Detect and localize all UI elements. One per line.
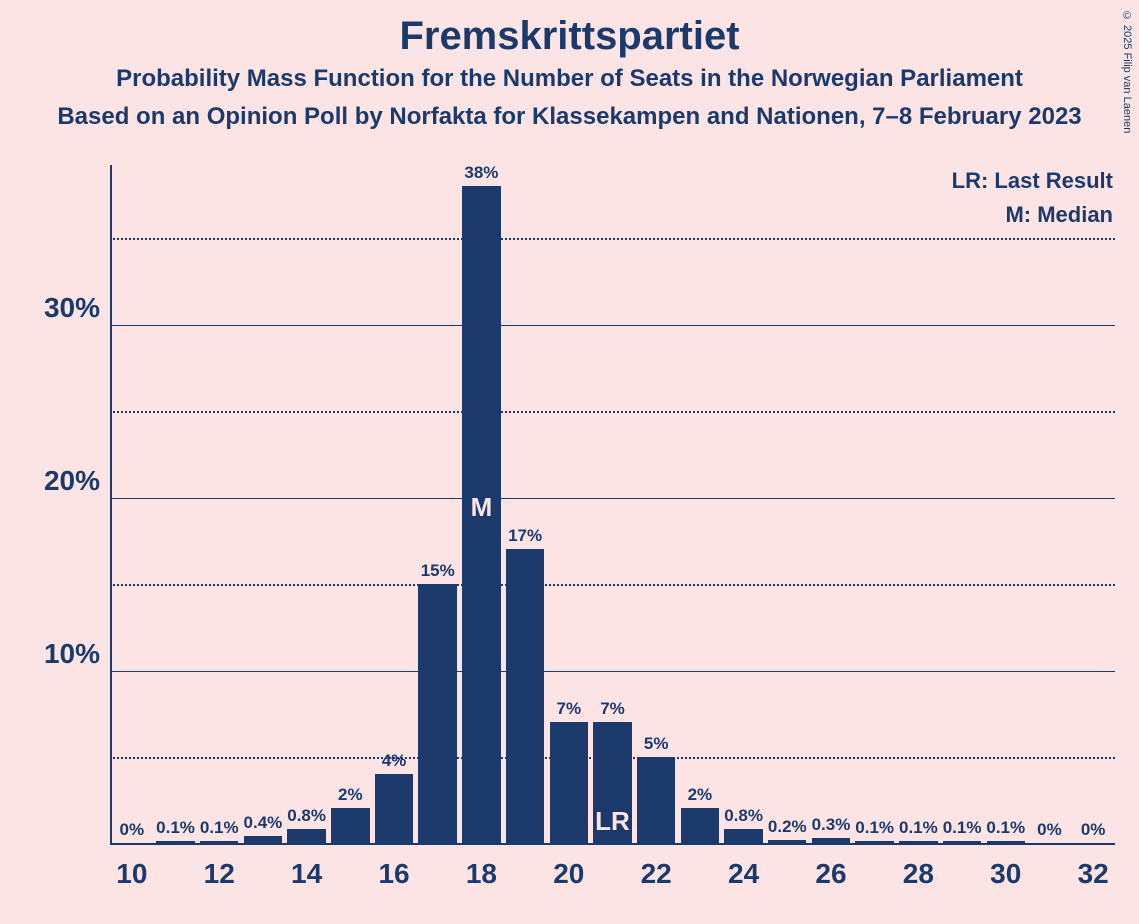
x-axis-label: 14 — [291, 858, 322, 890]
bar-value-label: 0.1% — [855, 818, 894, 838]
bar-value-label: 0.1% — [986, 818, 1025, 838]
bar-value-label: 0% — [1081, 820, 1106, 840]
x-axis-label: 10 — [116, 858, 147, 890]
bar-value-label: 0% — [120, 820, 145, 840]
bar — [681, 808, 719, 843]
median-marker: M — [471, 492, 493, 523]
bar-value-label: 7% — [557, 699, 582, 719]
bar — [637, 757, 675, 844]
chart-title: Fremskrittspartiet — [0, 0, 1139, 59]
chart-subtitle-2: Based on an Opinion Poll by Norfakta for… — [0, 93, 1139, 131]
y-axis — [110, 165, 112, 845]
copyright-text: © 2025 Filip van Laenen — [1121, 10, 1133, 133]
bar-value-label: 7% — [600, 699, 625, 719]
x-axis-label: 30 — [990, 858, 1021, 890]
bar — [899, 841, 937, 843]
bar — [506, 549, 544, 843]
bar-value-label: 0.2% — [768, 817, 807, 837]
gridline-minor — [110, 584, 1115, 586]
bar-value-label: 15% — [421, 561, 455, 581]
y-axis-label: 10% — [25, 638, 100, 670]
bar-value-label: 4% — [382, 751, 407, 771]
y-axis-label: 30% — [25, 292, 100, 324]
bar — [855, 841, 893, 843]
bar-value-label: 0.1% — [943, 818, 982, 838]
x-axis-label: 20 — [553, 858, 584, 890]
x-axis-label: 24 — [728, 858, 759, 890]
gridline-major — [110, 671, 1115, 672]
bar-value-label: 0.1% — [899, 818, 938, 838]
bar-value-label: 0.4% — [244, 813, 283, 833]
gridline-major — [110, 498, 1115, 499]
bar-value-label: 0.8% — [287, 806, 326, 826]
bar-value-label: 2% — [688, 785, 713, 805]
x-axis-label: 22 — [641, 858, 672, 890]
bar-chart: 10%20%30%0%100.1%0.1%120.4%0.8%142%4%161… — [110, 165, 1115, 845]
x-axis-label: 28 — [903, 858, 934, 890]
bar — [375, 774, 413, 843]
x-axis-label: 26 — [815, 858, 846, 890]
bar-value-label: 2% — [338, 785, 363, 805]
bar — [943, 841, 981, 843]
x-axis — [110, 843, 1115, 845]
x-axis-label: 18 — [466, 858, 497, 890]
bar — [156, 841, 194, 843]
bar-value-label: 5% — [644, 734, 669, 754]
bar — [418, 584, 456, 844]
bar — [331, 808, 369, 843]
last-result-marker: LR — [595, 806, 630, 837]
bar — [812, 838, 850, 843]
bar — [768, 840, 806, 843]
bar-value-label: 38% — [464, 163, 498, 183]
bar — [287, 829, 325, 843]
chart-subtitle-1: Probability Mass Function for the Number… — [0, 59, 1139, 93]
gridline-minor — [110, 411, 1115, 413]
bar-value-label: 0.1% — [200, 818, 239, 838]
gridline-minor — [110, 238, 1115, 240]
bar-value-label: 0% — [1037, 820, 1062, 840]
bar-value-label: 0.3% — [812, 815, 851, 835]
bar — [550, 722, 588, 843]
bar — [200, 841, 238, 843]
x-axis-label: 12 — [204, 858, 235, 890]
y-axis-label: 20% — [25, 465, 100, 497]
x-axis-label: 16 — [378, 858, 409, 890]
x-axis-label: 32 — [1078, 858, 1109, 890]
bar-value-label: 17% — [508, 526, 542, 546]
bar-value-label: 0.1% — [156, 818, 195, 838]
gridline-major — [110, 325, 1115, 326]
bar — [244, 836, 282, 843]
bar-value-label: 0.8% — [724, 806, 763, 826]
bar — [987, 841, 1025, 843]
bar — [724, 829, 762, 843]
